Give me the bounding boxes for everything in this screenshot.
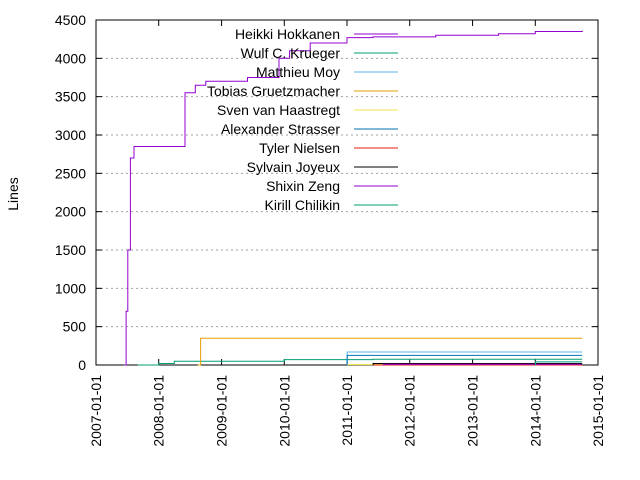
legend-label: Tobias Gruetzmacher <box>207 83 340 99</box>
series-line-5 <box>346 354 583 366</box>
y-axis-title: Lines <box>5 177 21 210</box>
legend-label: Tyler Nielsen <box>259 140 340 156</box>
x-tick-label: 2011-01-01 <box>339 375 355 446</box>
legend: Heikki Hokkanen Wulf C. Krueger Matthieu M… <box>207 26 398 213</box>
y-tick-label: 0 <box>78 357 86 373</box>
legend-label: Sylvain Joyeux <box>247 159 340 175</box>
y-tick-label: 3000 <box>55 127 86 143</box>
y-tick-label: 3500 <box>55 89 86 105</box>
y-tick-label: 2000 <box>55 204 86 220</box>
series-lines <box>124 30 583 366</box>
x-tick-label: 2008-01-01 <box>151 375 167 447</box>
x-tick-label: 2013-01-01 <box>465 375 481 447</box>
series-line-8 <box>383 363 583 366</box>
legend-label: Alexander Strasser <box>221 121 340 137</box>
y-tick-label: 1000 <box>55 280 86 296</box>
y-tick-label: 500 <box>63 319 87 335</box>
x-tick-label: 2009-01-01 <box>214 375 230 447</box>
y-tick-label: 2500 <box>55 165 86 181</box>
plot-frame <box>95 19 599 366</box>
x-tick-label: 2012-01-01 <box>402 375 418 447</box>
x-tick-label: 2007-01-01 <box>88 375 104 447</box>
series-line-1 <box>137 358 583 366</box>
legend-label: Kirill Chilikin <box>265 197 340 213</box>
legend-label: Sven van Haastregt <box>217 102 340 118</box>
y-tick-label: 1500 <box>55 242 86 258</box>
legend-label: Wulf C. Krueger <box>241 45 341 61</box>
y-tick-label: 4500 <box>55 12 86 28</box>
grid-lines <box>96 57 598 328</box>
series-line-0 <box>124 30 583 366</box>
x-tick-label: 2010-01-01 <box>276 375 292 447</box>
y-axis: 0 500 1000 1500 2000 2500 3000 3500 4000 4500 <box>55 12 598 373</box>
x-tick-label: 2014-01-01 <box>527 375 543 447</box>
y-tick-label: 4000 <box>55 50 86 66</box>
series-line-9 <box>535 361 583 366</box>
x-tick-label: 2015-01-01 <box>590 375 606 447</box>
x-axis: 2007-01-01 2008-01-01 2009-01-01 2010-01-01… <box>88 20 606 447</box>
legend-label: Matthieu Moy <box>256 64 340 80</box>
legend-label: Heikki Hokkanen <box>235 26 340 42</box>
legend-label: Shixin Zeng <box>266 178 340 194</box>
series-line-3 <box>197 337 583 366</box>
series-line-7 <box>372 363 583 366</box>
